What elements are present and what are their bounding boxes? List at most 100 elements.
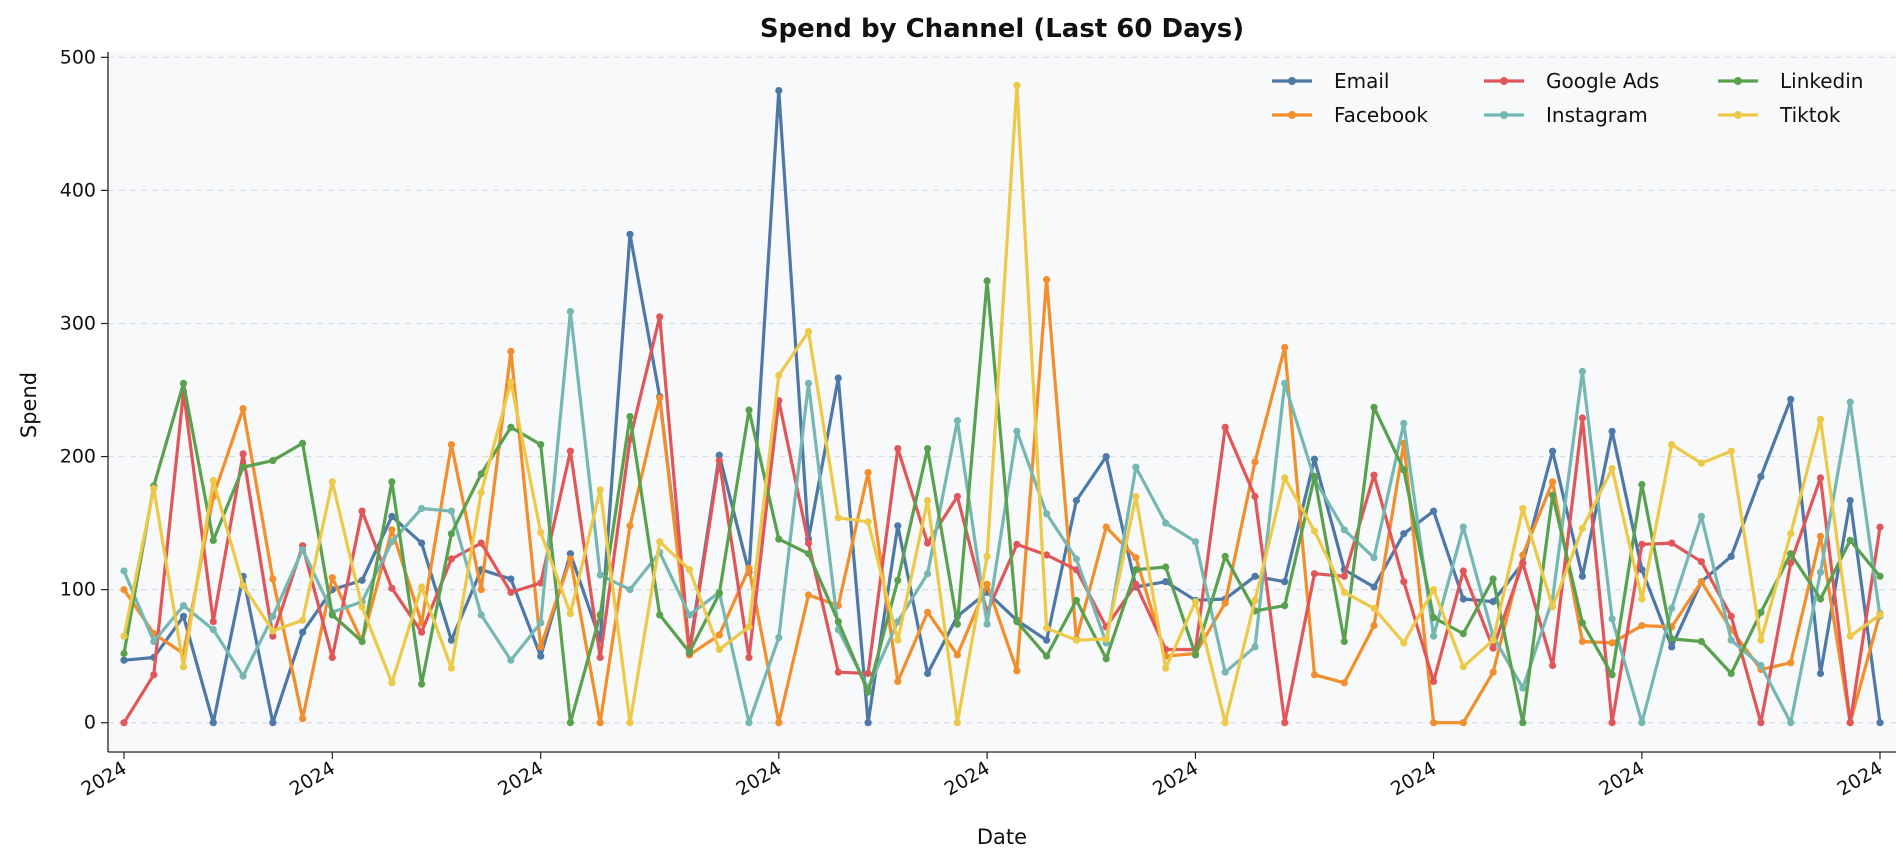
- x-tick-label: 2024: [1596, 757, 1649, 800]
- data-point: [209, 626, 217, 634]
- data-point: [1191, 651, 1200, 659]
- data-point: [388, 584, 396, 592]
- x-tick-label: 2024: [286, 757, 339, 800]
- data-point: [299, 616, 307, 624]
- data-point: [656, 611, 664, 619]
- data-point: [1816, 474, 1825, 482]
- data-point: [1400, 530, 1408, 538]
- data-point: [1400, 419, 1408, 427]
- data-point: [1251, 458, 1259, 466]
- data-point: [418, 504, 426, 513]
- data-point: [388, 679, 396, 687]
- y-tick-label: 100: [60, 579, 96, 601]
- data-point: [864, 669, 872, 678]
- data-point: [507, 423, 515, 431]
- data-point: [745, 719, 753, 727]
- data-point: [239, 450, 247, 458]
- data-point: [626, 230, 634, 238]
- data-point: [1638, 480, 1646, 489]
- data-point: [1132, 463, 1140, 471]
- y-tick-label: 300: [60, 312, 96, 334]
- data-point: [804, 591, 813, 599]
- data-point: [864, 468, 872, 477]
- data-point: [507, 378, 515, 386]
- data-point: [745, 653, 753, 662]
- data-point: [1489, 644, 1497, 652]
- data-point: [239, 463, 247, 471]
- data-point: [1846, 398, 1854, 406]
- data-point: [983, 620, 991, 628]
- data-point: [537, 643, 545, 651]
- data-point: [1876, 719, 1884, 727]
- data-point: [1668, 604, 1676, 612]
- data-point: [537, 579, 545, 587]
- data-point: [1608, 671, 1616, 679]
- data-point: [1043, 624, 1051, 632]
- data-point: [894, 636, 902, 644]
- data-point: [1132, 580, 1140, 588]
- data-point: [1816, 568, 1825, 576]
- y-ticks: 0 100 200 300 400 500: [60, 46, 108, 734]
- data-point: [1787, 659, 1795, 667]
- x-tick-label: 2024: [941, 757, 994, 800]
- data-point: [1132, 566, 1140, 574]
- data-point: [1340, 526, 1348, 534]
- data-point: [1310, 455, 1319, 463]
- data-point: [1430, 507, 1438, 515]
- data-point: [566, 555, 575, 563]
- data-point: [150, 637, 158, 646]
- data-point: [388, 526, 396, 534]
- data-point: [566, 719, 575, 727]
- data-point: [1876, 523, 1884, 531]
- series-line-email: [123, 88, 1882, 725]
- x-tick-label: 2024: [1149, 757, 1202, 800]
- data-point: [1519, 719, 1527, 727]
- data-point: [1370, 622, 1378, 630]
- data-point: [1340, 637, 1348, 646]
- data-point: [953, 719, 962, 727]
- data-point: [150, 484, 158, 493]
- data-point: [1846, 719, 1854, 727]
- data-point: [804, 327, 813, 336]
- data-point: [1310, 570, 1319, 578]
- data-point: [1281, 474, 1289, 482]
- legend-marker: [1500, 111, 1508, 119]
- data-point: [1430, 719, 1438, 727]
- data-point: [120, 656, 128, 664]
- data-point: [1013, 427, 1021, 435]
- legend-label: Linkedin: [1780, 69, 1863, 93]
- legend-item-linkedin: Linkedin: [1718, 69, 1863, 93]
- data-point: [715, 457, 723, 465]
- data-point: [150, 671, 158, 679]
- data-point: [239, 672, 247, 680]
- data-point: [1162, 664, 1170, 672]
- data-point: [566, 447, 575, 455]
- data-point: [1102, 655, 1110, 663]
- data-point: [1459, 567, 1467, 575]
- data-point: [1846, 496, 1854, 505]
- series-linkedin: [120, 277, 1884, 727]
- data-point: [1370, 471, 1378, 479]
- data-point: [566, 307, 575, 316]
- data-point: [1608, 427, 1616, 435]
- data-point: [299, 628, 307, 636]
- data-point: [1727, 612, 1735, 620]
- data-point: [1310, 472, 1319, 481]
- data-point: [1281, 578, 1289, 586]
- data-point: [328, 611, 336, 619]
- data-point: [1251, 643, 1259, 651]
- legend-item-tiktok: Tiktok: [1718, 103, 1841, 127]
- data-point: [1072, 596, 1080, 604]
- data-point: [179, 379, 188, 387]
- x-ticks: 2024 2024 2024 2024 2024 2024 2024 2024 2024: [78, 752, 1887, 801]
- data-point: [1221, 552, 1229, 561]
- data-point: [745, 406, 753, 414]
- data-point: [120, 632, 128, 640]
- legend-item-facebook: Facebook: [1272, 103, 1428, 127]
- data-point: [477, 539, 485, 547]
- data-point: [715, 645, 723, 654]
- data-point: [1102, 635, 1110, 643]
- data-point: [1310, 527, 1319, 535]
- data-point: [715, 631, 723, 639]
- data-point: [477, 611, 485, 619]
